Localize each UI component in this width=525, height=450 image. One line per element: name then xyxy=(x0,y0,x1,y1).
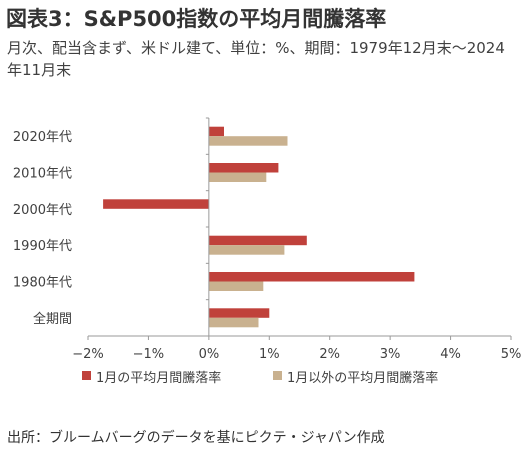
bar-other-months-3 xyxy=(208,245,285,255)
category-label: 2000年代 xyxy=(13,203,72,218)
legend-label-january: 1月の平均月間騰落率 xyxy=(96,370,221,386)
x-tick-label: 3% xyxy=(380,347,401,362)
bar-other-months-5 xyxy=(208,317,259,328)
category-label: 2020年代 xyxy=(13,130,72,145)
legend-swatch-other-months xyxy=(273,371,282,380)
bar-other-months-4 xyxy=(208,281,264,291)
bar-january-1 xyxy=(208,163,279,173)
bar-january-5 xyxy=(208,308,270,318)
legend-label-other-months: 1月以外の平均月間騰落率 xyxy=(287,370,438,386)
x-tick-label: 4% xyxy=(440,347,461,362)
x-tick-label: −2% xyxy=(72,347,104,362)
x-tick-label: 5% xyxy=(501,347,522,362)
bar-january-0 xyxy=(208,126,224,137)
x-tick-label: 1% xyxy=(259,347,280,362)
x-tick-label: 0% xyxy=(199,347,220,362)
bar-other-months-0 xyxy=(208,136,288,146)
chart-subtitle: 月次、配当含まず、米ドル建て、単位：%、期間：1979年12月末～2024年11… xyxy=(7,39,505,79)
legend-swatch-january xyxy=(82,371,91,380)
x-tick-label: −1% xyxy=(133,347,165,362)
source-note: 出所：ブルームバーグのデータを基にピクテ・ジャパン作成 xyxy=(7,430,385,446)
category-label: 2010年代 xyxy=(13,167,72,182)
bar-january-4 xyxy=(208,272,415,282)
bar-other-months-1 xyxy=(208,172,267,182)
chart-title: 図表3：S&P500指数の平均月間騰落率 xyxy=(6,7,387,31)
x-tick-label: 2% xyxy=(319,347,340,362)
category-label: 1990年代 xyxy=(13,239,72,254)
category-label: 1980年代 xyxy=(13,276,72,291)
bar-january-3 xyxy=(208,235,307,246)
bar-january-2 xyxy=(103,199,209,209)
category-label: 全期間 xyxy=(33,311,72,327)
